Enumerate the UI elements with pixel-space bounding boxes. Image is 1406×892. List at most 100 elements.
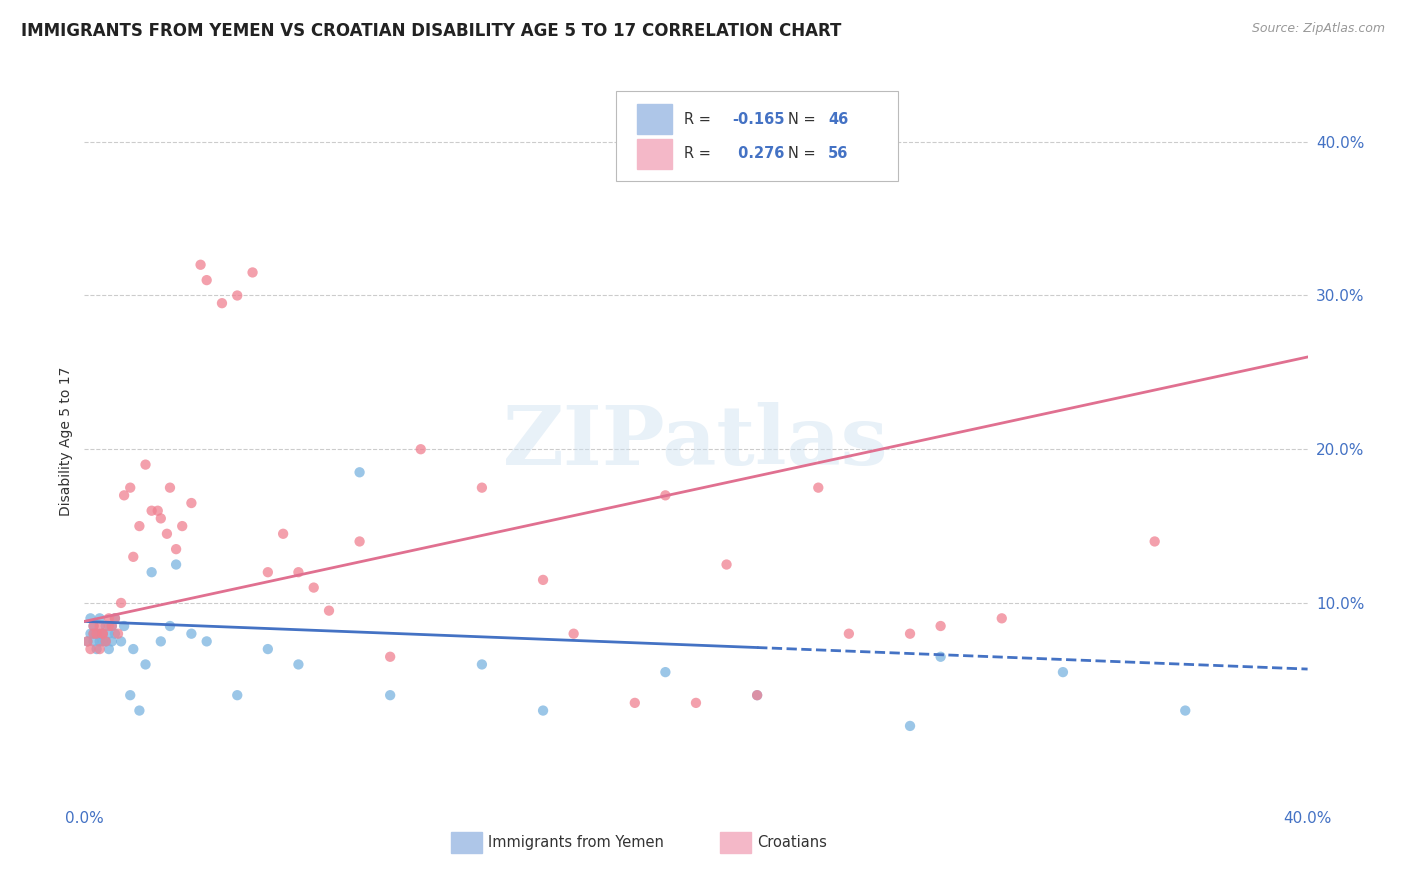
Point [135,657,157,672]
Text: -0.165: -0.165 [733,112,785,127]
Text: 0.276: 0.276 [733,146,785,161]
Point [89,619,111,633]
Y-axis label: Disability Age 5 to 17: Disability Age 5 to 17 [59,367,73,516]
Point [94,634,117,648]
Point [91,626,114,640]
Point [471,657,494,672]
Point [104,611,127,625]
Point [97,626,120,640]
Point [101,634,124,648]
Point [86,642,108,657]
Point [112,488,135,502]
Point [83,619,105,633]
Point [83,634,105,648]
Point [91,626,114,640]
Point [929,649,952,664]
Point [128,704,150,718]
Text: Immigrants from Yemen: Immigrants from Yemen [488,835,664,850]
Point [991,611,1014,625]
Point [101,619,124,633]
Point [226,688,249,702]
Point [226,288,249,302]
Point [97,642,120,657]
Point [898,626,921,640]
Point [287,565,309,579]
Text: Source: ZipAtlas.com: Source: ZipAtlas.com [1251,22,1385,36]
Point [195,634,218,648]
Point [349,534,371,549]
Point [716,558,738,572]
Point [141,504,163,518]
Point [165,542,187,557]
Point [172,519,194,533]
Point [318,604,340,618]
Point [94,634,117,648]
Point [112,619,135,633]
Point [747,688,769,702]
Point [685,696,707,710]
FancyBboxPatch shape [616,91,898,181]
Bar [637,104,672,135]
Point [1143,534,1166,549]
Point [807,481,830,495]
Point [531,704,554,718]
Point [128,519,150,533]
Bar [720,831,751,854]
Point [159,619,181,633]
Point [86,626,108,640]
Point [86,626,108,640]
Point [122,549,145,564]
Text: Croatians: Croatians [758,835,827,850]
Point [1174,704,1197,718]
Point [94,619,117,633]
Point [149,511,172,525]
Point [79,642,101,657]
Point [898,719,921,733]
Point [79,626,101,640]
Point [380,688,402,702]
Point [747,688,769,702]
Point [120,688,142,702]
Point [83,619,105,633]
Point [471,481,494,495]
Point [562,626,585,640]
Text: N =: N = [787,146,820,161]
Text: 46: 46 [828,112,848,127]
Point [149,634,172,648]
Point [120,481,142,495]
Point [531,573,554,587]
Point [141,565,163,579]
Text: R =: R = [683,112,716,127]
Point [107,626,129,640]
Point [97,619,120,633]
Point [83,626,105,640]
Point [110,596,132,610]
Bar [451,831,482,854]
Point [180,496,202,510]
Point [79,611,101,625]
Point [287,657,309,672]
Point [122,642,145,657]
Point [104,611,127,625]
Text: R =: R = [683,146,716,161]
Point [624,696,647,710]
Point [101,619,124,633]
Text: ZIPatlas: ZIPatlas [503,401,889,482]
Text: IMMIGRANTS FROM YEMEN VS CROATIAN DISABILITY AGE 5 TO 17 CORRELATION CHART: IMMIGRANTS FROM YEMEN VS CROATIAN DISABI… [21,22,841,40]
Point [257,642,280,657]
Point [146,504,169,518]
Point [180,626,202,640]
Point [929,619,952,633]
Point [159,481,181,495]
Point [195,273,218,287]
Point [156,526,179,541]
Point [165,558,187,572]
Point [76,634,98,648]
Point [89,642,111,657]
Point [654,665,676,680]
Point [1052,665,1074,680]
Point [89,626,111,640]
Point [654,488,676,502]
Text: N =: N = [787,112,820,127]
Point [76,634,98,648]
